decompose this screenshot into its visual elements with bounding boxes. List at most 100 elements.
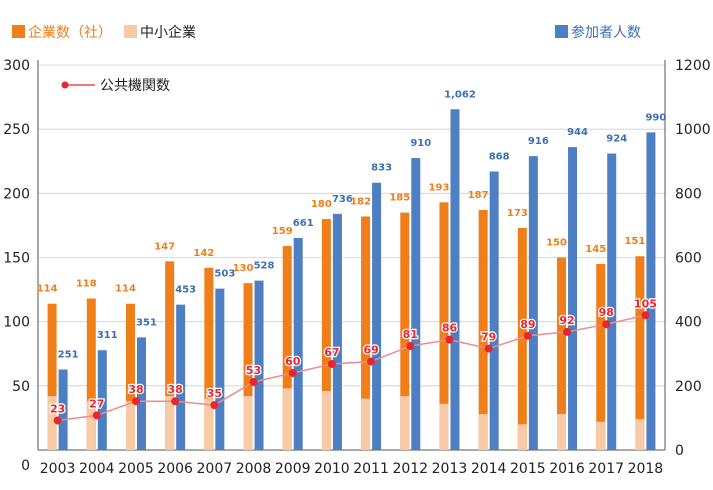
bar-sme: [165, 396, 175, 450]
label-participants: 453: [175, 285, 196, 296]
label-participants: 990: [645, 112, 666, 123]
bar-companies: [635, 256, 645, 450]
bar-participants: [254, 280, 264, 450]
label-public: 81: [403, 328, 418, 341]
bar-sme: [86, 401, 96, 450]
bar-sme: [635, 419, 645, 450]
label-companies: 159: [272, 226, 293, 237]
label-companies: 114: [37, 284, 58, 295]
bar-companies: [517, 227, 527, 450]
bar-companies: [282, 245, 292, 450]
y-right-tick-label: 0: [675, 443, 684, 459]
label-participants: 944: [567, 127, 588, 138]
label-participants: 868: [489, 152, 510, 163]
x-tick-label: 2004: [79, 461, 115, 477]
label-participants: 924: [606, 134, 627, 145]
bar-sme: [557, 414, 567, 450]
label-participants: 910: [410, 138, 431, 149]
bar-sme: [321, 390, 331, 450]
label-participants: 916: [528, 136, 549, 147]
y-left-tick-label: 300: [3, 58, 30, 74]
bar-participants: [372, 182, 382, 450]
point-public: [171, 397, 180, 406]
label-public: 60: [285, 355, 301, 368]
bar-sme: [400, 396, 410, 450]
bar-participants: [176, 304, 186, 450]
point-public: [406, 342, 415, 351]
point-public: [288, 369, 297, 377]
bar-companies: [125, 303, 135, 450]
bar-companies: [243, 283, 253, 450]
bar-participants: [528, 156, 538, 450]
label-companies: 185: [389, 193, 410, 204]
label-companies: 114: [115, 284, 136, 295]
label-companies: 142: [193, 248, 214, 259]
label-participants: 661: [293, 218, 314, 229]
point-public: [445, 335, 454, 344]
point-public: [131, 397, 140, 406]
label-companies: 118: [76, 279, 97, 290]
point-public: [523, 331, 532, 340]
bar-participants: [450, 109, 460, 451]
label-public: 38: [128, 383, 143, 396]
bar-companies: [478, 210, 488, 450]
point-public: [92, 411, 101, 420]
y-left-tick-label: 150: [3, 251, 30, 267]
bar-sme: [596, 421, 606, 450]
bar-participants: [646, 132, 656, 450]
point-public: [53, 416, 62, 425]
bars: [47, 109, 656, 451]
legend-marker-public: [61, 81, 69, 89]
bar-sme: [125, 401, 135, 450]
bar-companies: [86, 298, 96, 450]
x-tick-label: 2005: [118, 461, 154, 477]
bar-sme: [517, 424, 527, 450]
x-tick-label: 2006: [157, 461, 193, 477]
bar-companies: [204, 267, 214, 450]
point-public: [563, 327, 572, 336]
x-tick-label: 2008: [236, 461, 272, 477]
bar-companies: [165, 261, 175, 450]
label-participants: 833: [371, 163, 392, 174]
x-tick-label: 2017: [588, 461, 624, 477]
bar-companies: [596, 263, 606, 450]
label-companies: 187: [468, 190, 489, 201]
y-left-tick-label: 0: [21, 458, 30, 474]
line-public: [57, 314, 646, 422]
label-participants: 528: [254, 261, 275, 272]
bar-participants: [607, 153, 617, 451]
label-companies: 130: [233, 263, 254, 274]
label-participants: 351: [136, 317, 157, 328]
label-public: 67: [324, 346, 339, 359]
point-public: [249, 377, 258, 386]
bar-sme: [282, 388, 292, 450]
label-participants: 251: [58, 349, 79, 360]
label-public: 23: [50, 402, 65, 415]
label-companies: 180: [311, 199, 332, 210]
x-tick-label: 2003: [40, 461, 76, 477]
y-left-tick-label: 250: [3, 122, 30, 138]
x-tick-label: 2016: [549, 461, 585, 477]
bar-sme: [243, 396, 253, 450]
x-tick-label: 2010: [314, 461, 350, 477]
bar-participants: [136, 337, 146, 450]
y-right-tick-label: 1200: [675, 58, 711, 74]
label-public: 89: [520, 318, 535, 331]
bar-sme: [478, 414, 488, 450]
y-left-tick-label: 50: [12, 379, 30, 395]
bar-participants: [568, 147, 578, 450]
bar-companies: [439, 202, 449, 450]
x-tick-label: 2015: [510, 461, 546, 477]
x-tick-label: 2013: [432, 461, 468, 477]
point-public: [367, 357, 376, 366]
bar-companies: [361, 216, 371, 450]
label-public: 53: [246, 364, 261, 377]
point-public: [327, 360, 336, 369]
y-right-tick-label: 800: [675, 186, 702, 202]
label-companies: 145: [585, 244, 606, 255]
point-public: [210, 401, 219, 410]
label-companies: 193: [429, 182, 450, 193]
y-right-tick-label: 1000: [675, 122, 711, 138]
